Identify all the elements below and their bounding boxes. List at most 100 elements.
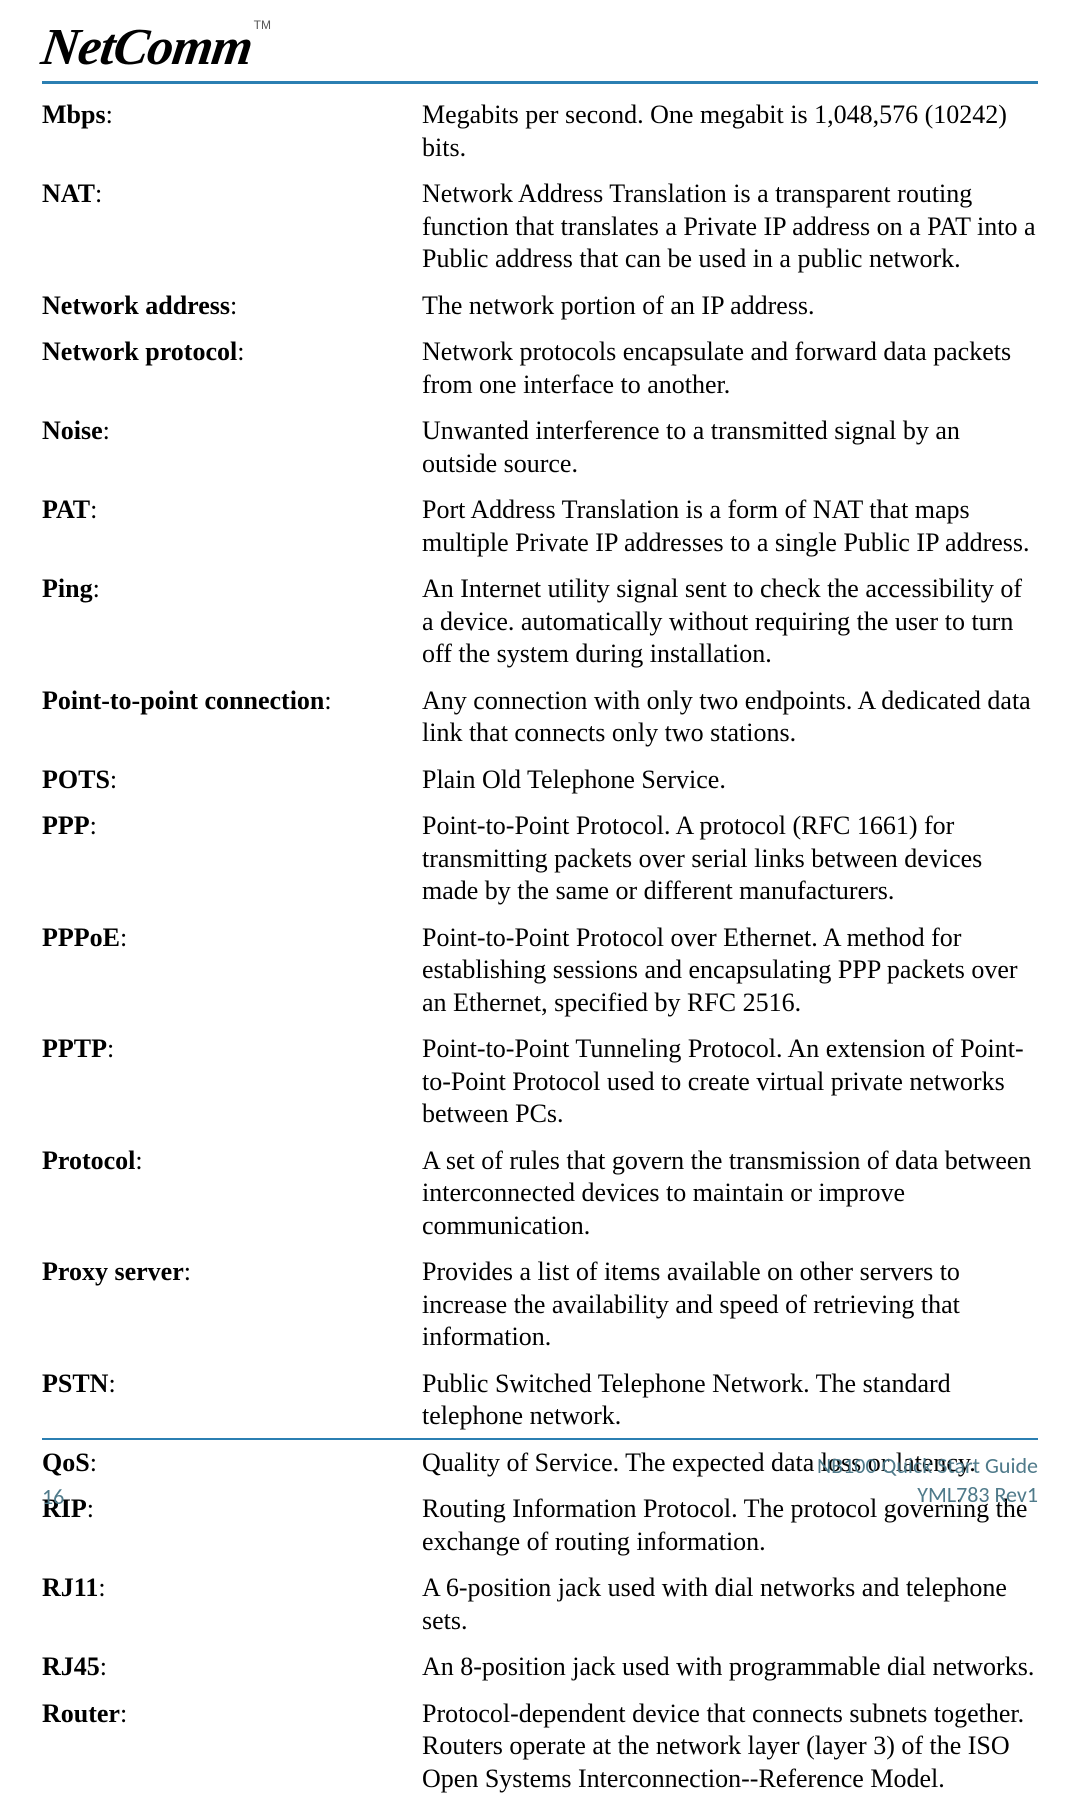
glossary-definition: Megabits per second. One megabit is 1,04… <box>422 99 1038 164</box>
glossary-term-text: POTS <box>42 765 110 794</box>
term-colon: : <box>95 179 102 208</box>
glossary-definition: Public Switched Telephone Network. The s… <box>422 1368 1038 1433</box>
glossary-term: PPTP: <box>42 1033 422 1066</box>
glossary-term-text: PSTN <box>42 1369 108 1398</box>
glossary-term: PPPoE: <box>42 922 422 955</box>
glossary-definition: The network portion of an IP address. <box>422 290 1038 323</box>
glossary-definition: An 8-position jack used with programmabl… <box>422 1651 1038 1684</box>
glossary-definition: Network protocols encapsulate and forwar… <box>422 336 1038 401</box>
glossary-term-text: Network address <box>42 291 230 320</box>
glossary-term-text: Noise <box>42 416 103 445</box>
glossary-definition: Any connection with only two endpoints. … <box>422 685 1038 750</box>
glossary-row: Ping:An Internet utility signal sent to … <box>42 566 1038 678</box>
glossary-term-text: PPP <box>42 811 90 840</box>
glossary-definition: Point-to-Point Protocol. A protocol (RFC… <box>422 810 1038 908</box>
term-colon: : <box>103 416 110 445</box>
term-colon: : <box>120 1699 127 1728</box>
term-colon: : <box>93 574 100 603</box>
doc-id: NB100 Quick Start Guide YML783 Rev1 <box>817 1451 1038 1510</box>
glossary-term-text: RJ45 <box>42 1652 100 1681</box>
glossary-term-text: RJ11 <box>42 1573 98 1602</box>
term-colon: : <box>184 1257 191 1286</box>
glossary-definition: Point-to-Point Protocol over Ethernet. A… <box>422 922 1038 1020</box>
term-colon: : <box>135 1146 142 1175</box>
page: NetCommTM Mbps:Megabits per second. One … <box>0 0 1080 1532</box>
glossary-term-text: NAT <box>42 179 95 208</box>
term-colon: : <box>230 291 237 320</box>
glossary-term: Point-to-point connection: <box>42 685 422 718</box>
glossary-term: Ping: <box>42 573 422 606</box>
trademark-symbol: TM <box>254 18 271 32</box>
term-colon: : <box>108 1369 115 1398</box>
glossary-list: Mbps:Megabits per second. One megabit is… <box>42 92 1038 1802</box>
glossary-row: PPPoE:Point-to-Point Protocol over Ether… <box>42 915 1038 1027</box>
glossary-row: POTS:Plain Old Telephone Service. <box>42 757 1038 804</box>
glossary-definition: Point-to-Point Tunneling Protocol. An ex… <box>422 1033 1038 1131</box>
glossary-row: Network address:The network portion of a… <box>42 283 1038 330</box>
term-colon: : <box>98 1573 105 1602</box>
glossary-row: Mbps:Megabits per second. One megabit is… <box>42 92 1038 171</box>
glossary-row: RJ11:A 6-position jack used with dial ne… <box>42 1565 1038 1644</box>
glossary-term-text: Mbps <box>42 100 106 129</box>
glossary-row: NAT:Network Address Translation is a tra… <box>42 171 1038 283</box>
page-footer: 16 NB100 Quick Start Guide YML783 Rev1 <box>42 1451 1038 1510</box>
glossary-row: PAT:Port Address Translation is a form o… <box>42 487 1038 566</box>
glossary-definition: Port Address Translation is a form of NA… <box>422 494 1038 559</box>
glossary-row: Point-to-point connection:Any connection… <box>42 678 1038 757</box>
brand-logo: NetCommTM <box>42 18 1038 77</box>
term-colon: : <box>237 337 244 366</box>
glossary-term: Network protocol: <box>42 336 422 369</box>
glossary-term-text: Point-to-point connection <box>42 686 324 715</box>
glossary-row: Noise:Unwanted interference to a transmi… <box>42 408 1038 487</box>
glossary-term: Network address: <box>42 290 422 323</box>
glossary-row: Router:Protocol-dependent device that co… <box>42 1691 1038 1802</box>
glossary-term-text: PAT <box>42 495 90 524</box>
glossary-row: PPP:Point-to-Point Protocol. A protocol … <box>42 803 1038 915</box>
glossary-definition: Protocol-dependent device that connects … <box>422 1698 1038 1796</box>
glossary-term: RJ45: <box>42 1651 422 1684</box>
doc-rev: YML783 Rev1 <box>817 1480 1038 1510</box>
glossary-row: Network protocol:Network protocols encap… <box>42 329 1038 408</box>
glossary-term-text: Network protocol <box>42 337 237 366</box>
term-colon: : <box>90 495 97 524</box>
glossary-definition: Network Address Translation is a transpa… <box>422 178 1038 276</box>
term-colon: : <box>120 923 127 952</box>
glossary-term: Proxy server: <box>42 1256 422 1289</box>
glossary-term: PAT: <box>42 494 422 527</box>
glossary-term: NAT: <box>42 178 422 211</box>
term-colon: : <box>107 1034 114 1063</box>
glossary-term: Mbps: <box>42 99 422 132</box>
glossary-definition: Unwanted interference to a transmitted s… <box>422 415 1038 480</box>
glossary-definition: An Internet utility signal sent to check… <box>422 573 1038 671</box>
glossary-row: Protocol:A set of rules that govern the … <box>42 1138 1038 1250</box>
glossary-definition: Plain Old Telephone Service. <box>422 764 1038 797</box>
term-colon: : <box>90 811 97 840</box>
glossary-row: PSTN:Public Switched Telephone Network. … <box>42 1361 1038 1440</box>
glossary-term-text: Ping <box>42 574 93 603</box>
page-number: 16 <box>42 1483 64 1510</box>
glossary-term: Router: <box>42 1698 422 1731</box>
glossary-term: POTS: <box>42 764 422 797</box>
glossary-term-text: Router <box>42 1699 120 1728</box>
term-colon: : <box>106 100 113 129</box>
glossary-definition: A set of rules that govern the transmiss… <box>422 1145 1038 1243</box>
glossary-row: PPTP:Point-to-Point Tunneling Protocol. … <box>42 1026 1038 1138</box>
glossary-definition: A 6-position jack used with dial network… <box>422 1572 1038 1637</box>
glossary-term-text: Proxy server <box>42 1257 184 1286</box>
glossary-row: RJ45:An 8-position jack used with progra… <box>42 1644 1038 1691</box>
term-colon: : <box>110 765 117 794</box>
glossary-term: PPP: <box>42 810 422 843</box>
glossary-term: RJ11: <box>42 1572 422 1605</box>
glossary-term-text: PPPoE <box>42 923 120 952</box>
glossary-term: Protocol: <box>42 1145 422 1178</box>
header-rule <box>42 81 1038 84</box>
brand-name: NetComm <box>38 18 256 77</box>
glossary-row: Proxy server:Provides a list of items av… <box>42 1249 1038 1361</box>
term-colon: : <box>100 1652 107 1681</box>
glossary-definition: Provides a list of items available on ot… <box>422 1256 1038 1354</box>
footer-rule <box>42 1438 1038 1440</box>
glossary-term: PSTN: <box>42 1368 422 1401</box>
glossary-term: Noise: <box>42 415 422 448</box>
doc-title: NB100 Quick Start Guide <box>817 1451 1038 1481</box>
term-colon: : <box>324 686 331 715</box>
